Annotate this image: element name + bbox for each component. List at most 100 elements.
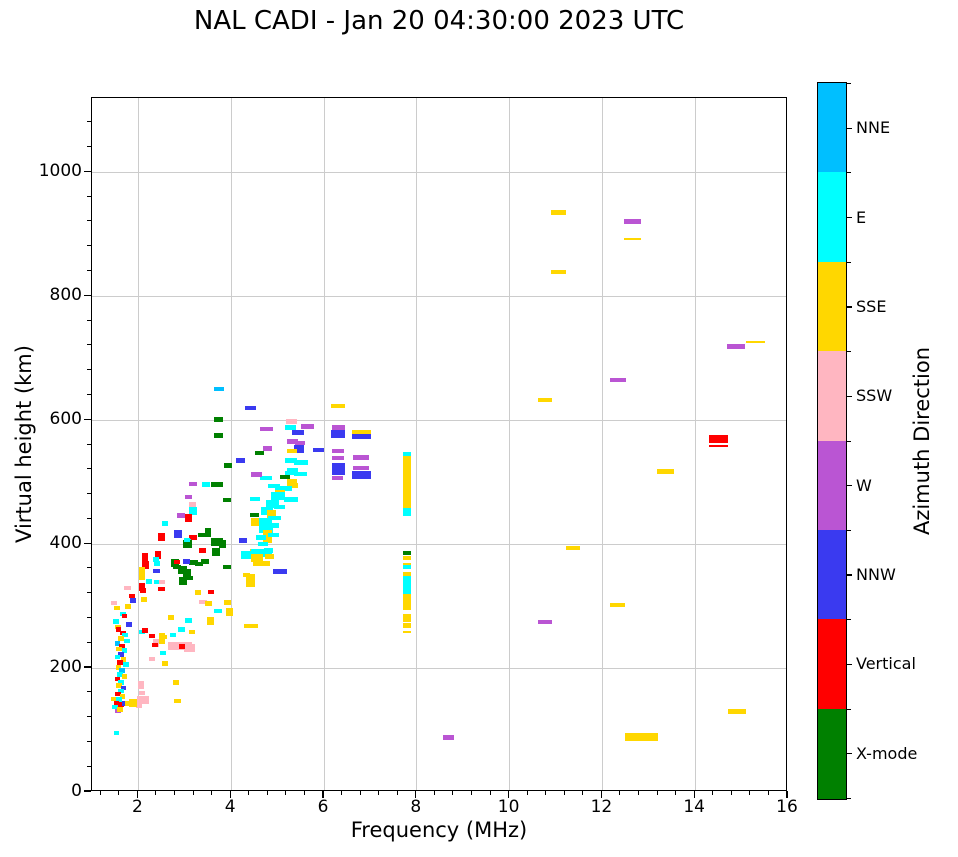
data-point: [124, 585, 131, 591]
colorbar-center-tick: [847, 753, 852, 755]
x-major-tick: [415, 791, 417, 798]
x-minor-tick: [192, 791, 194, 795]
x-minor-tick: [767, 791, 769, 795]
data-point: [123, 638, 130, 644]
x-gridline: [230, 98, 232, 790]
data-point: [114, 624, 121, 630]
x-minor-tick: [619, 791, 621, 795]
x-minor-tick: [174, 791, 176, 795]
x-minor-tick: [396, 791, 398, 795]
data-point: [114, 641, 121, 646]
colorbar-center-tick: [847, 127, 852, 129]
data-point: [121, 648, 128, 653]
data-point: [211, 482, 224, 487]
data-point: [291, 430, 304, 435]
colorbar-segment-NNE: [818, 83, 846, 173]
data-point: [158, 586, 165, 591]
x-minor-tick: [378, 791, 380, 795]
y-minor-tick: [87, 765, 91, 767]
x-major-tick: [508, 791, 510, 798]
x-minor-tick: [248, 791, 250, 795]
colorbar-center-tick: [847, 663, 852, 666]
data-point: [128, 593, 135, 599]
data-point: [266, 500, 279, 509]
data-point: [245, 405, 257, 411]
x-major-tick: [322, 791, 324, 798]
data-point: [149, 656, 156, 662]
data-point: [151, 642, 158, 648]
colorbar-segment-Vertical: [818, 619, 846, 710]
data-point: [331, 470, 345, 476]
data-point: [293, 471, 307, 477]
data-point: [183, 540, 192, 549]
y-tick-label: 600: [49, 409, 82, 430]
x-tick-label: 16: [776, 797, 798, 817]
data-point: [188, 481, 197, 487]
x-minor-tick: [285, 791, 287, 795]
data-point: [352, 465, 369, 471]
y-gridline: [92, 543, 786, 545]
x-gridline: [323, 98, 325, 790]
data-point: [402, 490, 412, 499]
data-point: [118, 680, 124, 685]
data-point: [224, 600, 231, 605]
x-minor-tick: [470, 791, 472, 795]
data-point: [239, 538, 247, 543]
data-point: [178, 627, 185, 632]
x-gridline: [137, 98, 139, 790]
x-tick-label: 10: [497, 797, 520, 817]
data-point: [402, 486, 412, 495]
colorbar-tick-label: X-mode: [856, 743, 918, 763]
data-point: [139, 566, 146, 575]
data-point: [174, 698, 181, 704]
data-point: [726, 344, 746, 349]
colorbar-center-tick: [847, 306, 852, 308]
y-minor-tick: [87, 740, 91, 742]
data-point: [279, 474, 291, 480]
data-point: [125, 622, 132, 627]
data-point: [287, 478, 297, 484]
data-point: [727, 709, 747, 714]
y-minor-tick: [87, 121, 91, 123]
data-point: [251, 548, 266, 557]
data-point: [199, 599, 207, 605]
data-point: [188, 502, 196, 507]
data-point: [402, 550, 412, 556]
data-point: [610, 602, 626, 608]
data-point: [124, 604, 132, 609]
data-point: [113, 700, 120, 706]
y-minor-tick: [87, 220, 91, 222]
x-minor-tick: [359, 791, 361, 795]
colorbar-tick-label: E: [856, 207, 867, 227]
data-point: [537, 397, 552, 403]
data-point: [185, 575, 194, 581]
data-point: [709, 435, 728, 444]
data-point: [609, 377, 626, 383]
data-point: [129, 698, 137, 707]
x-minor-tick: [656, 791, 658, 795]
data-point: [115, 691, 121, 697]
x-tick-label: 12: [590, 797, 613, 817]
data-point: [119, 643, 125, 648]
data-point: [565, 545, 580, 551]
colorbar-tick-label: SSW: [856, 386, 893, 406]
y-minor-tick: [87, 592, 91, 594]
colorbar-segment-NNW: [818, 529, 846, 620]
data-point: [138, 629, 146, 635]
data-point: [185, 618, 192, 623]
data-point: [256, 535, 266, 540]
y-minor-tick: [87, 691, 91, 693]
data-point: [214, 433, 223, 438]
data-point: [137, 696, 149, 705]
x-minor-tick: [118, 791, 120, 795]
data-point: [116, 697, 122, 702]
data-point: [331, 429, 346, 438]
data-point: [402, 571, 412, 577]
data-point: [235, 458, 246, 463]
data-point: [402, 613, 412, 619]
x-minor-tick: [489, 791, 491, 795]
data-point: [708, 445, 729, 448]
data-point: [183, 559, 190, 564]
colorbar-segment-SSE: [818, 261, 846, 352]
data-point: [402, 507, 412, 516]
